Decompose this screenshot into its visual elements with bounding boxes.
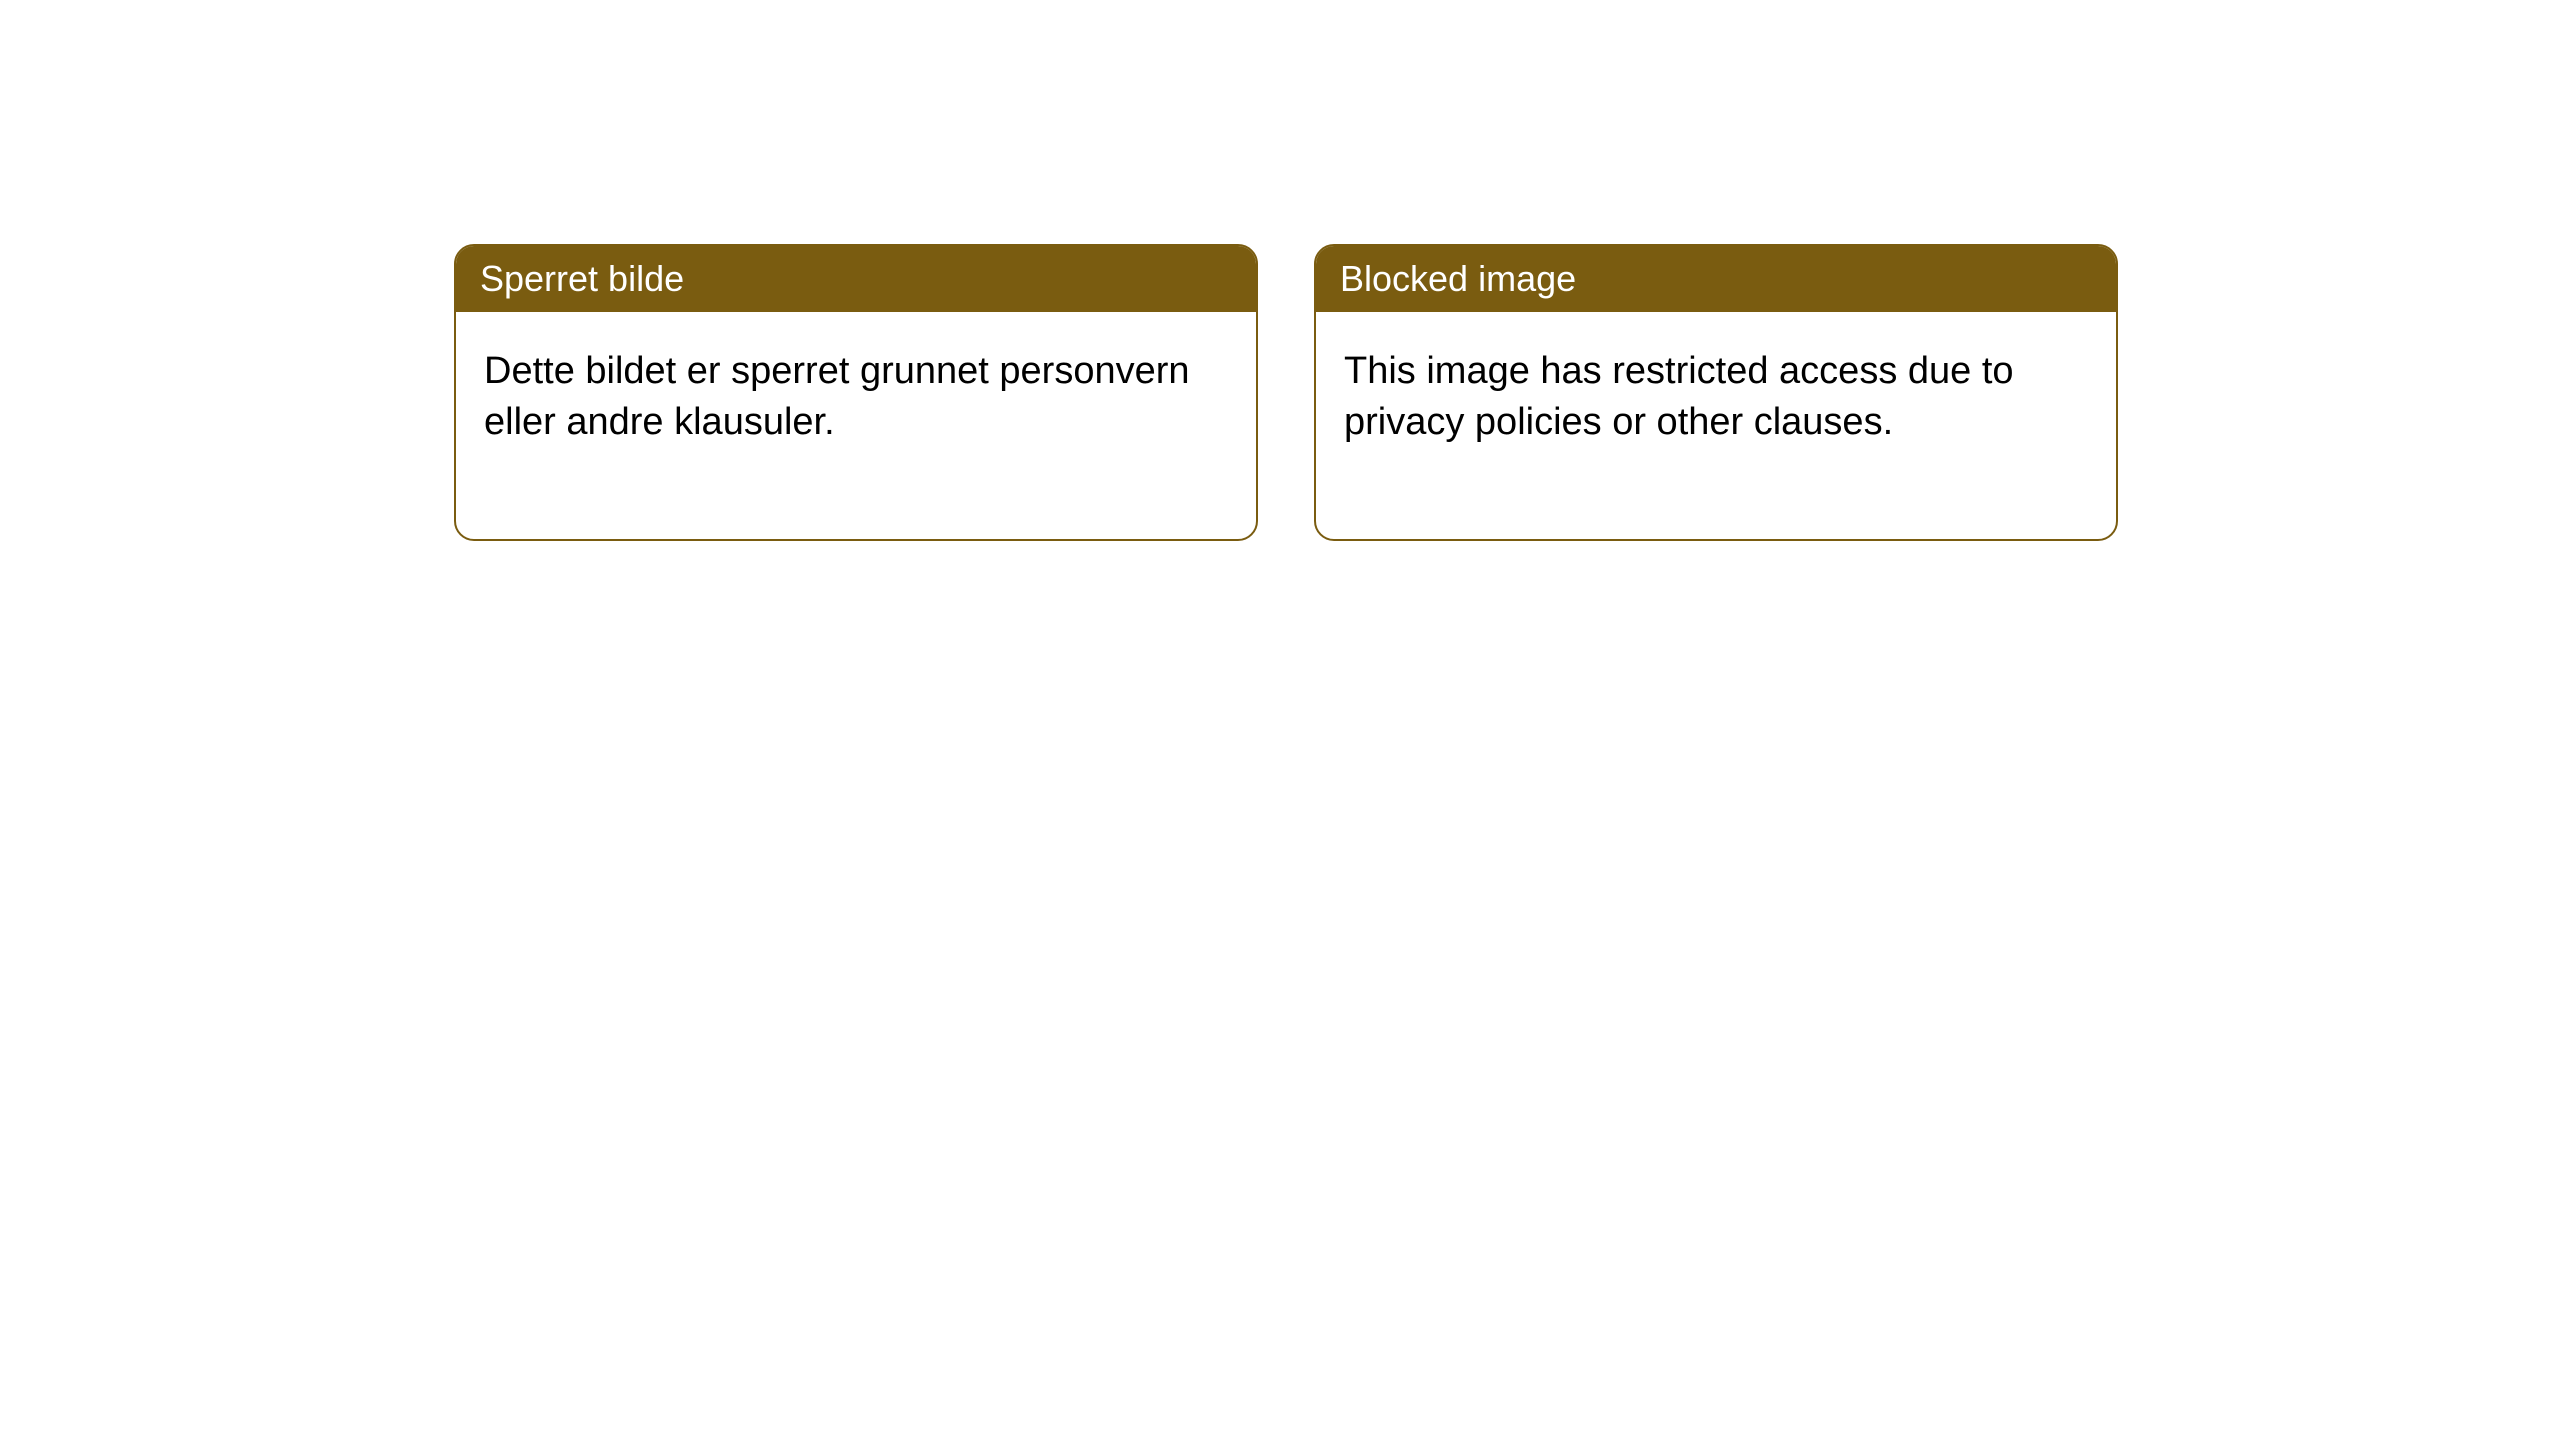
- notice-container: Sperret bilde Dette bildet er sperret gr…: [454, 244, 2118, 541]
- notice-card-norwegian: Sperret bilde Dette bildet er sperret gr…: [454, 244, 1258, 541]
- notice-card-title: Blocked image: [1316, 246, 2116, 312]
- notice-card-body: Dette bildet er sperret grunnet personve…: [456, 312, 1256, 539]
- notice-card-title: Sperret bilde: [456, 246, 1256, 312]
- notice-card-english: Blocked image This image has restricted …: [1314, 244, 2118, 541]
- notice-card-body: This image has restricted access due to …: [1316, 312, 2116, 539]
